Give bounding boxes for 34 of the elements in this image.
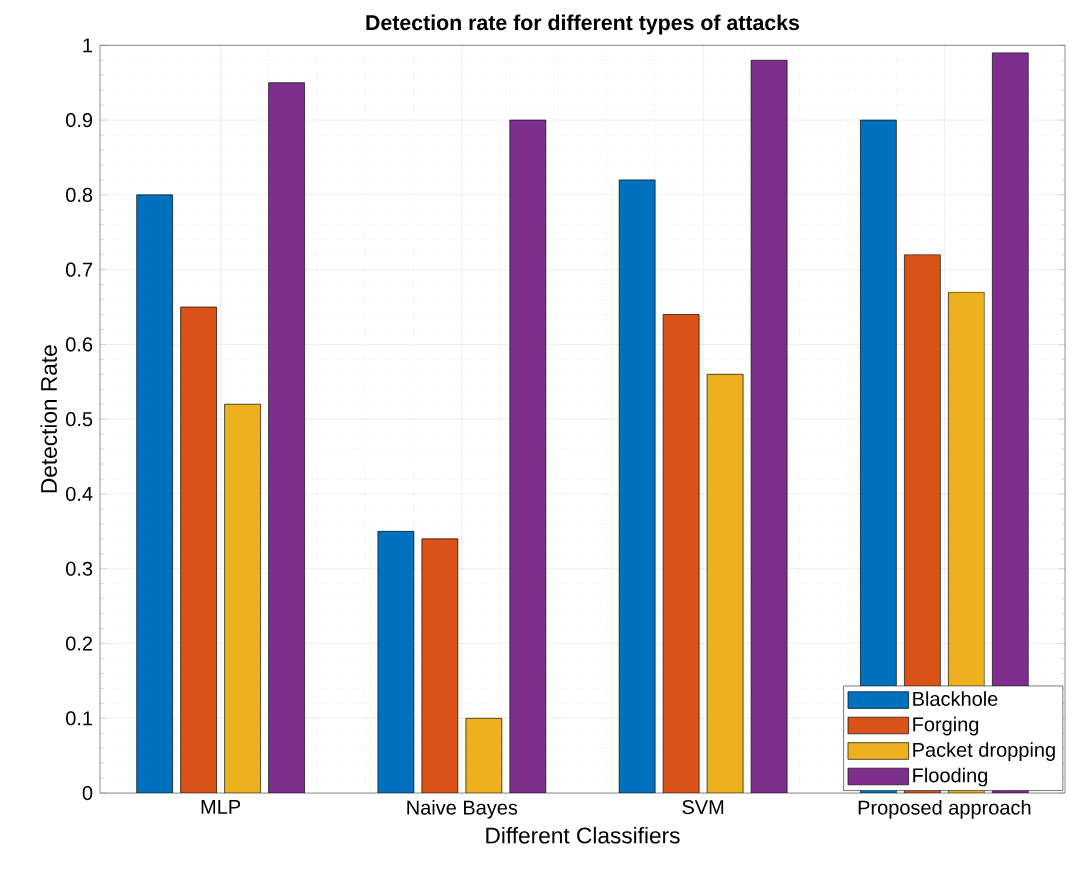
bar xyxy=(706,373,744,794)
bar xyxy=(750,59,788,794)
y-tick-label: 0 xyxy=(82,785,93,801)
y-tick-label: 0.8 xyxy=(66,187,93,202)
y-tick-label: 0.4 xyxy=(66,486,93,502)
x-tick-label: Proposed approach xyxy=(858,799,1031,819)
chart-title: Detection rate for different types of attacks xyxy=(366,14,800,35)
bar xyxy=(224,403,261,794)
bar xyxy=(421,538,459,794)
bar xyxy=(268,82,305,794)
y-tick-label: 0.2 xyxy=(66,636,93,651)
y-axis-title: Detection Rate xyxy=(40,345,57,493)
legend-label: Flooding xyxy=(913,767,988,787)
x-axis-title: Different Classifiers xyxy=(486,826,680,844)
x-tick-label: MLP xyxy=(201,799,241,814)
bar xyxy=(465,717,503,794)
y-tick-label: 0.1 xyxy=(66,711,93,726)
legend-label: Blackhole xyxy=(913,691,998,706)
bar xyxy=(618,179,656,794)
legend-label: Forging xyxy=(913,716,979,736)
bar xyxy=(136,194,173,794)
bar xyxy=(662,314,700,794)
bar xyxy=(377,531,415,794)
y-tick-label: 0.6 xyxy=(66,337,93,352)
y-tick-label: 0.5 xyxy=(66,412,93,427)
legend-label: Packet dropping xyxy=(913,742,1055,761)
y-tick-label: 0.9 xyxy=(66,112,93,128)
y-tick-label: 0.3 xyxy=(66,561,93,576)
y-tick-label: 1 xyxy=(83,38,93,53)
bar xyxy=(509,119,547,794)
x-tick-label: SVM xyxy=(682,799,724,815)
bar xyxy=(180,306,217,794)
x-tick-label: Naive Bayes xyxy=(407,799,518,819)
y-tick-label: 0.7 xyxy=(66,262,93,277)
